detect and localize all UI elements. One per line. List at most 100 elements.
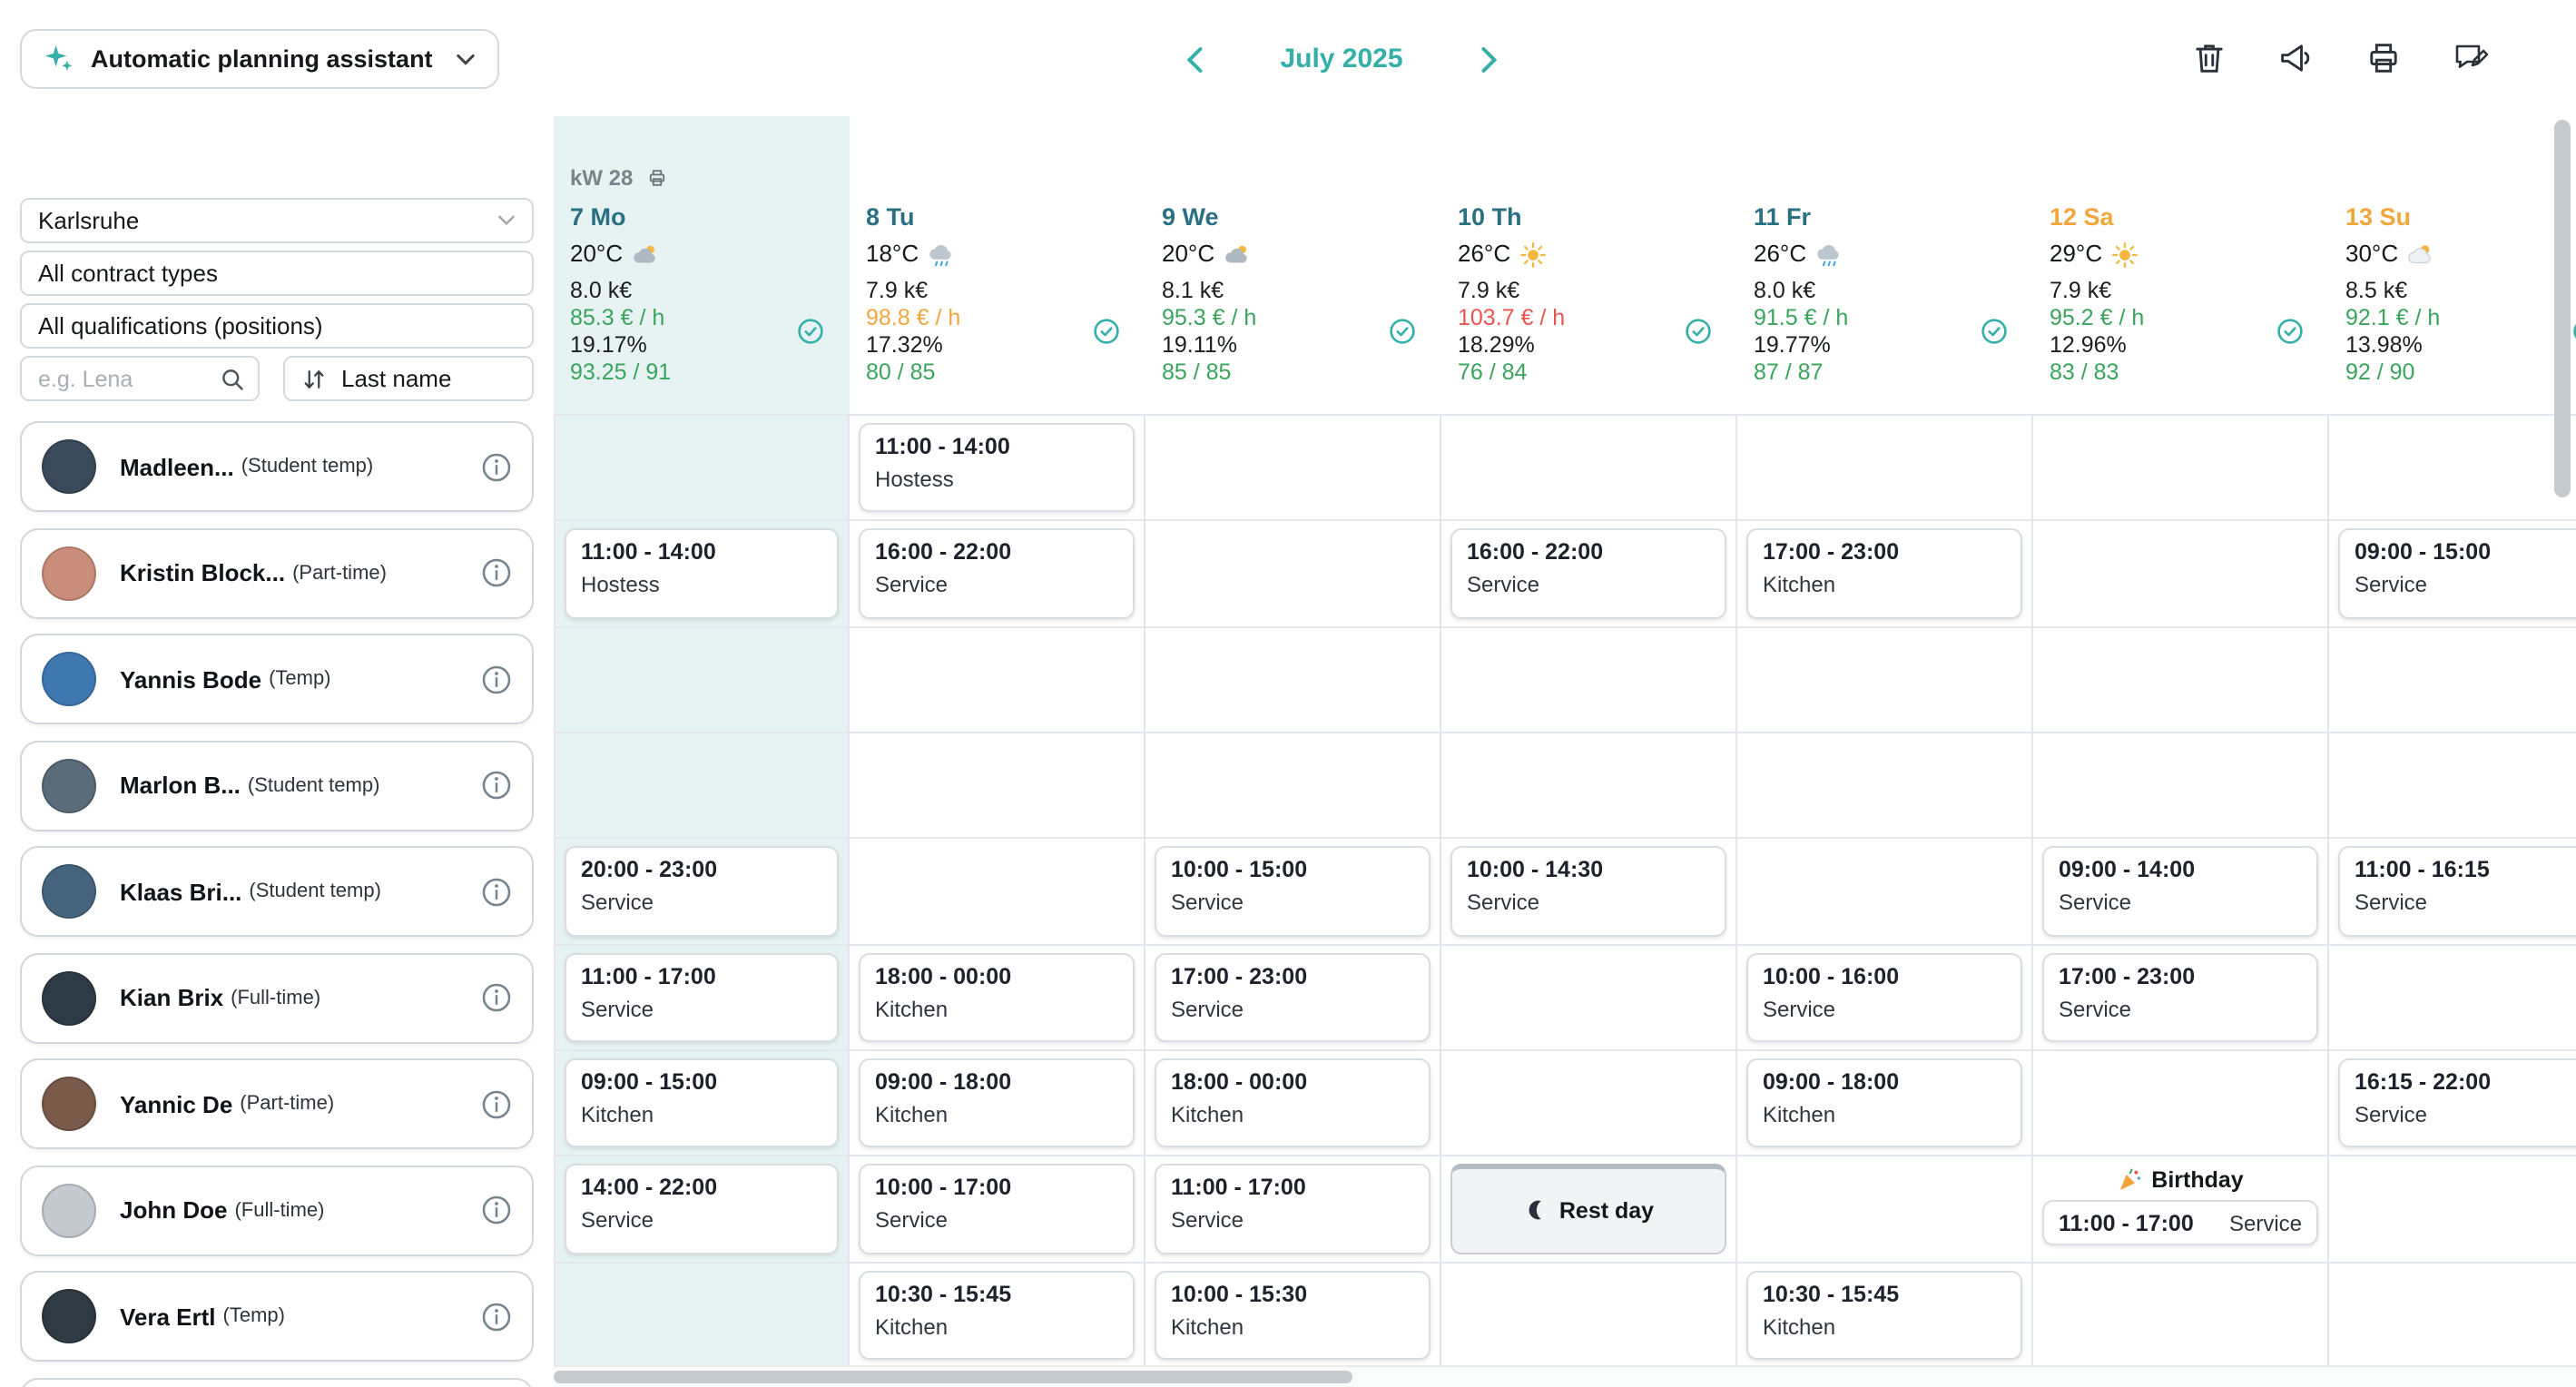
calendar-cell[interactable] xyxy=(2033,1263,2329,1369)
calendar-cell[interactable] xyxy=(2033,521,2329,628)
calendar-cell[interactable] xyxy=(1441,1263,1737,1369)
shift-card[interactable]: 18:00 - 00:00 Kitchen xyxy=(1155,1057,1431,1148)
employee-card[interactable]: Marlon B... (Student temp) xyxy=(20,740,534,831)
calendar-cell[interactable] xyxy=(850,627,1145,733)
print-week-icon[interactable] xyxy=(645,167,667,189)
calendar-cell[interactable]: 17:00 - 23:00 Service xyxy=(1145,945,1441,1051)
shift-card[interactable]: 16:00 - 22:00 Service xyxy=(859,528,1135,619)
calendar-cell[interactable]: Birthday 11:00 - 17:00 Service xyxy=(2033,1156,2329,1264)
info-icon[interactable] xyxy=(481,451,512,482)
day-check-icon[interactable] xyxy=(1685,318,1712,345)
calendar-cell[interactable] xyxy=(1145,733,1441,840)
shift-card[interactable]: 09:00 - 15:00 Kitchen xyxy=(565,1057,839,1148)
shift-card[interactable]: 14:00 - 22:00 Service xyxy=(565,1164,839,1254)
day-check-icon[interactable] xyxy=(797,318,824,345)
employee-card-partial[interactable] xyxy=(20,1377,534,1387)
calendar-cell[interactable]: 10:00 - 15:00 Service xyxy=(1145,839,1441,946)
calendar-cell[interactable]: 10:00 - 16:00 Service xyxy=(1737,945,2033,1051)
shift-card[interactable]: 11:00 - 14:00 Hostess xyxy=(565,528,839,619)
info-icon[interactable] xyxy=(481,770,512,801)
info-icon[interactable] xyxy=(481,876,512,907)
info-icon[interactable] xyxy=(481,1195,512,1225)
sort-button[interactable]: Last name xyxy=(283,356,534,401)
calendar-cell[interactable] xyxy=(554,416,850,522)
calendar-cell[interactable] xyxy=(1737,733,2033,840)
shift-card[interactable]: 10:30 - 15:45 Kitchen xyxy=(1746,1270,2022,1360)
day-check-icon[interactable] xyxy=(2276,318,2304,345)
shift-card[interactable]: 09:00 - 18:00 Kitchen xyxy=(859,1057,1135,1148)
info-icon[interactable] xyxy=(481,1088,512,1119)
announcement-icon[interactable] xyxy=(2276,38,2316,78)
calendar-cell[interactable]: 17:00 - 23:00 Service xyxy=(2033,945,2329,1051)
calendar-cell[interactable]: 10:00 - 17:00 Service xyxy=(850,1156,1145,1264)
calendar-cell[interactable] xyxy=(1737,839,2033,946)
qualification-select[interactable]: All qualifications (positions) xyxy=(20,303,534,349)
calendar-cell[interactable] xyxy=(850,733,1145,840)
calendar-cell[interactable]: 09:00 - 14:00 Service xyxy=(2033,839,2329,946)
employee-card[interactable]: John Doe (Full-time) xyxy=(20,1165,534,1255)
shift-card[interactable]: 10:00 - 15:00 Service xyxy=(1155,846,1431,937)
shift-card[interactable]: 09:00 - 18:00 Kitchen xyxy=(1746,1057,2022,1148)
calendar-cell[interactable] xyxy=(1441,733,1737,840)
vertical-scrollbar[interactable] xyxy=(2554,120,2571,497)
calendar-cell[interactable]: Rest day xyxy=(1441,1156,1737,1264)
shift-card[interactable]: 11:00 - 17:00 Service xyxy=(1155,1164,1431,1254)
calendar-cell[interactable] xyxy=(2329,1157,2576,1264)
info-icon[interactable] xyxy=(481,1301,512,1332)
calendar-cell[interactable]: 18:00 - 00:00 Kitchen xyxy=(1145,1050,1441,1157)
calendar-cell[interactable]: 16:15 - 22:00 Service xyxy=(2329,1051,2576,1157)
calendar-cell[interactable]: 16:00 - 22:00 Service xyxy=(850,521,1145,628)
employee-card[interactable]: Kristin Block... (Part-time) xyxy=(20,527,534,618)
previous-month-button[interactable] xyxy=(1185,44,1204,74)
calendar-cell[interactable]: 11:00 - 14:00 Hostess xyxy=(554,521,850,628)
shift-card[interactable]: 18:00 - 00:00 Kitchen xyxy=(859,952,1135,1042)
shift-card[interactable]: 10:00 - 14:30 Service xyxy=(1450,846,1726,937)
day-check-icon[interactable] xyxy=(1093,318,1120,345)
shift-card[interactable]: 11:00 - 16:15 Service xyxy=(2338,846,2576,937)
shift-card[interactable]: 11:00 - 17:00 Service xyxy=(2042,1200,2318,1246)
shift-card[interactable]: 10:30 - 15:45 Kitchen xyxy=(859,1270,1135,1360)
calendar-cell[interactable] xyxy=(2329,1263,2576,1369)
print-icon[interactable] xyxy=(2364,38,2404,78)
shift-card[interactable]: 09:00 - 14:00 Service xyxy=(2042,846,2318,937)
employee-card[interactable]: Yannis Bode (Temp) xyxy=(20,634,534,724)
employee-card[interactable]: Vera Ertl (Temp) xyxy=(20,1271,534,1362)
calendar-cell[interactable]: 11:00 - 16:15 Service xyxy=(2329,840,2576,946)
calendar-cell[interactable]: 20:00 - 23:00 Service xyxy=(554,839,850,946)
location-select[interactable]: Karlsruhe xyxy=(20,198,534,243)
day-check-icon[interactable] xyxy=(1981,318,2008,345)
calendar-cell[interactable] xyxy=(1145,521,1441,628)
next-month-button[interactable] xyxy=(1480,44,1498,74)
day-check-icon[interactable] xyxy=(2572,318,2576,345)
calendar-cell[interactable] xyxy=(2329,945,2576,1051)
calendar-cell[interactable]: 10:00 - 14:30 Service xyxy=(1441,839,1737,946)
calendar-cell[interactable]: 11:00 - 17:00 Service xyxy=(554,945,850,1051)
calendar-cell[interactable] xyxy=(2033,1050,2329,1157)
calendar-cell[interactable]: 09:00 - 18:00 Kitchen xyxy=(850,1050,1145,1157)
calendar-cell[interactable]: 10:00 - 15:30 Kitchen xyxy=(1145,1263,1441,1369)
calendar-cell[interactable] xyxy=(2329,733,2576,840)
calendar-cell[interactable] xyxy=(1441,1050,1737,1157)
rest-day-card[interactable]: Rest day xyxy=(1450,1164,1726,1254)
info-icon[interactable] xyxy=(481,557,512,588)
calendar-cell[interactable]: 11:00 - 14:00 Hostess xyxy=(850,416,1145,522)
calendar-cell[interactable] xyxy=(554,733,850,840)
employee-card[interactable]: Klaas Bri... (Student temp) xyxy=(20,846,534,937)
day-check-icon[interactable] xyxy=(1389,318,1416,345)
shift-card[interactable]: 17:00 - 23:00 Kitchen xyxy=(1746,528,2022,619)
calendar-cell[interactable] xyxy=(1441,945,1737,1051)
trash-icon[interactable] xyxy=(2189,38,2229,78)
calendar-cell[interactable] xyxy=(850,839,1145,946)
shift-card[interactable]: 11:00 - 14:00 Hostess xyxy=(859,423,1135,513)
shift-card[interactable]: 20:00 - 23:00 Service xyxy=(565,846,839,937)
calendar-cell[interactable]: 09:00 - 15:00 Service xyxy=(2329,522,2576,628)
shift-card[interactable]: 17:00 - 23:00 Service xyxy=(1155,952,1431,1042)
calendar-cell[interactable]: 10:30 - 15:45 Kitchen xyxy=(1737,1263,2033,1369)
shift-card[interactable]: 16:00 - 22:00 Service xyxy=(1450,528,1726,619)
planning-assistant-dropdown[interactable]: Automatic planning assistant xyxy=(20,29,499,89)
calendar-cell[interactable]: 16:00 - 22:00 Service xyxy=(1441,521,1737,628)
calendar-cell[interactable] xyxy=(1145,416,1441,522)
info-icon[interactable] xyxy=(481,982,512,1013)
calendar-cell[interactable] xyxy=(2033,627,2329,733)
calendar-cell[interactable] xyxy=(1441,627,1737,733)
